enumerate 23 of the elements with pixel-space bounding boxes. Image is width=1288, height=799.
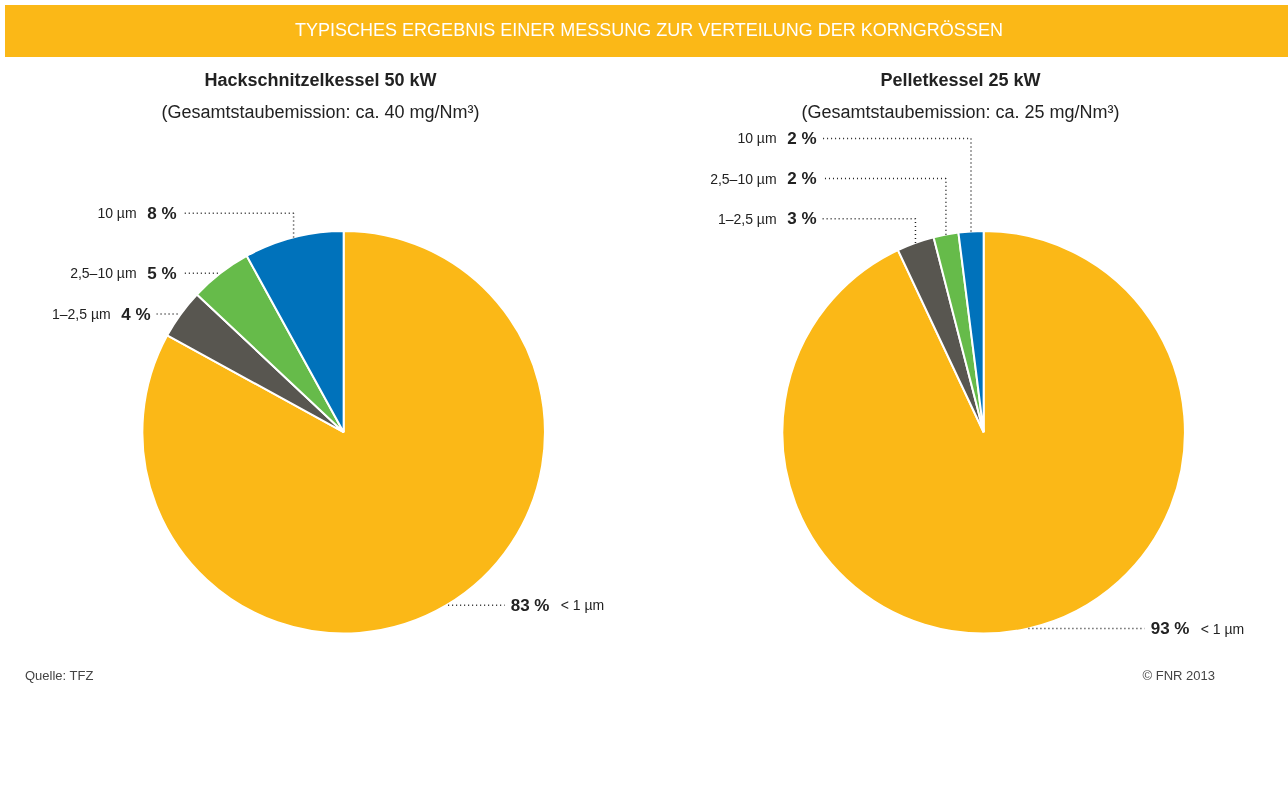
- chart-subtitle: (Gesamtstaubemission: ca. 40 mg/Nm³): [161, 101, 480, 122]
- chart-title: Hackschnitzelkessel 50 kW: [204, 69, 437, 90]
- data-label: 3 %: [787, 209, 817, 229]
- text: TYPISCHES ERGEBNIS EINER MESSUNG ZUR VERTEILUNG DER KORNGRÖSSEN: [295, 19, 1003, 43]
- data-label: 8 %: [147, 203, 177, 223]
- slice-label: 2,5–10 µm: [70, 265, 137, 282]
- slice-label: 2,5–10 µm: [710, 170, 777, 187]
- slice-label: < 1 µm: [1200, 620, 1245, 637]
- slice-label: 10 µm: [737, 130, 777, 147]
- chart-title: Pelletkessel 25 kW: [880, 69, 1041, 90]
- data-label: 83 %: [510, 595, 550, 615]
- slice-label: 1–2,5 µm: [51, 306, 111, 322]
- data-label: 2 %: [787, 169, 817, 189]
- data-label: 5 %: [147, 263, 177, 283]
- slice-label: 10 µm: [97, 205, 137, 222]
- source-note: Quelle: TFZ: [25, 667, 94, 685]
- slice-label: 1–2,5 µm: [717, 210, 777, 227]
- data-label: 93 %: [1150, 619, 1190, 639]
- chart-subtitle: (Gesamtstaubemission: ca. 25 mg/Nm³): [801, 101, 1120, 122]
- data-label: 4 %: [121, 304, 151, 324]
- slice-label: < 1 µm: [560, 597, 605, 614]
- data-label: 2 %: [787, 128, 817, 148]
- text: © FNR 2013: [1142, 667, 1215, 685]
